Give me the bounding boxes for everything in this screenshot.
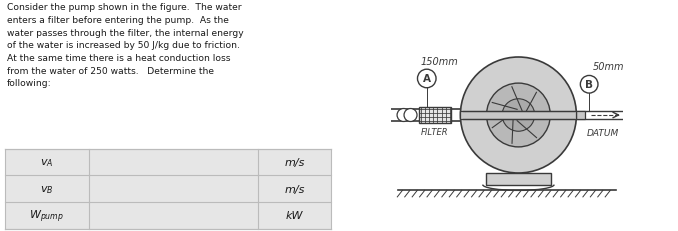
Circle shape: [397, 109, 410, 122]
Circle shape: [502, 99, 535, 132]
Circle shape: [418, 70, 436, 88]
Text: DATUM: DATUM: [587, 128, 619, 137]
Circle shape: [580, 76, 598, 94]
Bar: [460, 111, 576, 120]
Text: 50mm: 50mm: [593, 62, 624, 72]
Text: m/s: m/s: [284, 157, 304, 167]
Text: kW: kW: [285, 210, 303, 220]
Text: m/s: m/s: [284, 184, 304, 194]
Bar: [576, 111, 585, 120]
Text: FILTER: FILTER: [421, 128, 449, 137]
Bar: [5, 202, 331, 229]
Text: $W_{pump}$: $W_{pump}$: [29, 207, 64, 224]
Bar: [486, 173, 551, 185]
Text: B: B: [585, 80, 593, 90]
Circle shape: [460, 58, 576, 173]
Text: 150mm: 150mm: [421, 56, 459, 67]
Text: Consider the pump shown in the figure.  The water
enters a filter before enterin: Consider the pump shown in the figure. T…: [7, 3, 243, 88]
Bar: [5, 149, 331, 176]
Bar: [418, 107, 451, 124]
Text: A: A: [423, 74, 431, 84]
Circle shape: [404, 109, 417, 122]
Bar: [5, 176, 331, 202]
Circle shape: [487, 84, 551, 147]
Text: $v_B$: $v_B$: [40, 183, 54, 195]
Text: $v_A$: $v_A$: [40, 156, 54, 168]
